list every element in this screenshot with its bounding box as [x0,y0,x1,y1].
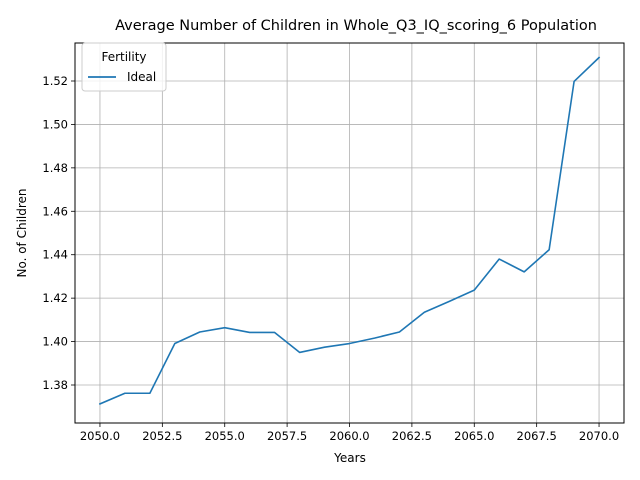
series-layer [98,56,601,405]
x-axis-ticks: 2050.0 2052.5 2055.0 2057.5 2060.0 2062.5 2065… [80,423,619,443]
x-tick-label-5: 2062.5 [392,429,432,443]
x-tick-label-2: 2055.0 [205,429,245,443]
y-tick-label-1: 1.40 [42,335,68,349]
y-tick-label-2: 1.42 [42,291,68,305]
x-tick-label-6: 2065.0 [454,429,494,443]
x-tick-label-3: 2057.5 [267,429,307,443]
y-tick-label-3: 1.44 [42,248,68,262]
legend-box [81,42,167,92]
x-axis-label: Years [333,451,366,465]
x-tick-label-8: 2070.0 [579,429,619,443]
y-tick-label-7: 1.52 [42,74,68,88]
legend-title: Fertility [101,50,146,64]
x-tick-label-1: 2052.5 [142,429,182,443]
y-axis-ticks: 1.38 1.40 1.42 1.44 1.46 1.48 1.50 1.52 [42,74,75,392]
legend: Fertility Ideal [81,42,167,92]
y-tick-label-0: 1.38 [42,378,68,392]
chart-title: Average Number of Children in Whole_Q3_I… [115,18,597,34]
legend-entry-ideal: Ideal [127,70,156,84]
x-tick-label-7: 2067.5 [517,429,557,443]
y-tick-label-6: 1.50 [42,117,68,131]
grid [75,43,624,423]
y-tick-label-5: 1.48 [42,161,68,175]
x-tick-label-4: 2060.0 [329,429,369,443]
x-tick-label-0: 2050.0 [80,429,120,443]
series-line-ideal [98,56,601,405]
y-axis-label: No. of Children [15,188,29,277]
y-tick-label-4: 1.46 [42,204,68,218]
